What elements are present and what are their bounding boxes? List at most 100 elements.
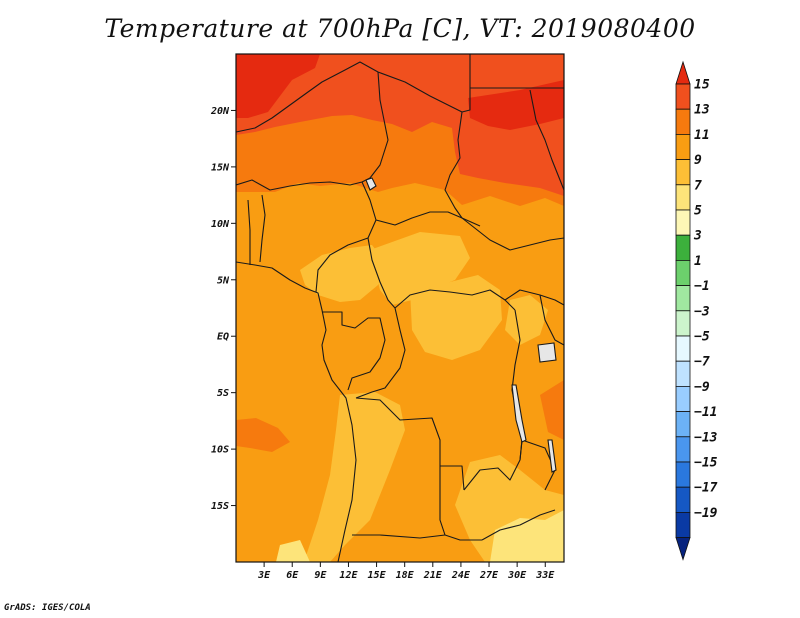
colorbar-label: 13 [694, 103, 710, 118]
border-sudan-southsudan [461, 217, 564, 251]
lake-tanganyika [511, 384, 527, 443]
x-tick-label: 18E [396, 570, 415, 581]
colorbar-label: −5 [694, 330, 710, 345]
y-tick-label: 20N [210, 106, 230, 117]
colorbar-swatch [675, 335, 691, 362]
field-angola-coast [236, 418, 290, 452]
lake-chad [365, 177, 377, 191]
x-tick-label: 33E [535, 570, 555, 581]
y-tick-label: 5S [217, 388, 229, 399]
colorbar-label: −9 [694, 380, 710, 395]
border-uganda-kenya [539, 294, 564, 346]
colorbar-label: −15 [694, 456, 718, 471]
colorbar-swatch [675, 83, 691, 110]
field-coast [276, 540, 310, 562]
colorbar-label: 3 [693, 229, 702, 244]
y-tick-label: 10S [211, 445, 229, 456]
colorbar-label: 1 [694, 254, 702, 269]
border-benin [259, 194, 266, 263]
colorbar-label: −11 [694, 405, 717, 420]
border-angola-namibia [352, 534, 446, 539]
border-chad-car [375, 211, 463, 226]
border-chad-sudan [444, 111, 481, 227]
colorbar-label: −1 [694, 279, 710, 294]
border-libya-chad [377, 54, 471, 113]
colorbar-label: 5 [694, 204, 702, 219]
field-congo-basin [370, 232, 470, 305]
colorbar-bottom-arrow [675, 537, 691, 561]
colorbar-label: 15 [694, 78, 710, 93]
border-nigeria-cameroon [315, 181, 377, 293]
colorbar-label: 7 [694, 178, 702, 193]
colorbar-label: −13 [694, 430, 718, 445]
field-sahara-east [236, 54, 564, 196]
y-tick-label: 5N [217, 275, 230, 286]
colorbar-swatch [675, 209, 691, 236]
x-tick-label: 3E [257, 570, 271, 581]
colorbar-swatch [675, 385, 691, 412]
border-congo-drc [355, 307, 406, 399]
field-sahara-west [236, 54, 320, 118]
x-tick-label: 27E [479, 570, 499, 581]
border-car-drc [394, 289, 516, 311]
field-kalahari [490, 510, 564, 562]
colorbar-swatch [675, 486, 691, 513]
colorbar-swatch [675, 360, 691, 387]
colorbar-label: 9 [694, 153, 702, 168]
temperature-field [236, 54, 564, 562]
colorbar-swatch [675, 234, 691, 261]
colorbar: 15 13 11 9 7 5 3 1 −1 −3 −5 −7 −9 −11 −13 −15 −17 −19 [675, 60, 718, 561]
colorbar-swatch [675, 133, 691, 160]
y-tick-label: 15N [211, 162, 230, 173]
border-gabon-congo [322, 311, 386, 391]
coastline-west [236, 261, 357, 562]
colorbar-label: −17 [694, 481, 718, 496]
x-axis: 3E 6E 9E 12E 15E 18E 21E 24E 27E 30E 33E [257, 562, 555, 581]
border-car-cameroon [367, 237, 396, 309]
border-sudan-ethiopia [529, 89, 564, 191]
colorbar-swatch [675, 436, 691, 463]
field-east-plateau [410, 275, 502, 360]
border-algeria-niger [236, 61, 379, 133]
y-axis: 20N 15N 10N 5N EQ 5S 10S 15S [210, 106, 236, 512]
colorbar-label: −3 [694, 304, 710, 319]
colorbar-swatch [675, 310, 691, 337]
x-tick-label: 21E [423, 570, 443, 581]
colorbar-swatch [675, 159, 691, 186]
colorbar-swatch [675, 512, 691, 539]
x-tick-label: 30E [507, 570, 527, 581]
chart-title: Temperature at 700hPa [C], VT: 201908040… [104, 14, 696, 43]
colorbar-swatch [675, 184, 691, 211]
x-tick-label: 12E [339, 570, 358, 581]
border-zambia-zimbabwe [481, 509, 556, 541]
colorbar-label: −7 [694, 355, 710, 370]
colorbar-label: 11 [694, 128, 710, 143]
border-togo [247, 199, 251, 265]
field-nubia [468, 80, 564, 130]
colorbar-top-arrow [675, 60, 691, 85]
field-rift [505, 295, 548, 345]
y-tick-label: EQ [217, 332, 229, 343]
x-tick-label: 15E [368, 570, 387, 581]
field-east-warm [540, 380, 564, 440]
x-tick-label: 9E [314, 570, 327, 581]
border-niger-nigeria [236, 179, 363, 191]
colorbar-swatch [675, 285, 691, 312]
lake-malawi [547, 439, 557, 473]
colorbar-label: −19 [694, 506, 718, 521]
x-tick-label: 6E [286, 570, 299, 581]
border-drc-angola [355, 397, 465, 491]
colorbar-swatch [675, 411, 691, 438]
colorbar-swatch [675, 108, 691, 135]
country-borders [236, 54, 564, 562]
y-tick-label: 15S [211, 501, 229, 512]
colorbar-swatch [675, 461, 691, 488]
field-cameroon [300, 245, 385, 302]
y-tick-label: 10N [211, 219, 230, 230]
map-frame [235, 53, 565, 563]
footer-credit: GrADS: IGES/COLA [4, 603, 91, 613]
lake-victoria [537, 342, 557, 363]
x-tick-label: 24E [451, 570, 471, 581]
colorbar-swatch [675, 259, 691, 286]
